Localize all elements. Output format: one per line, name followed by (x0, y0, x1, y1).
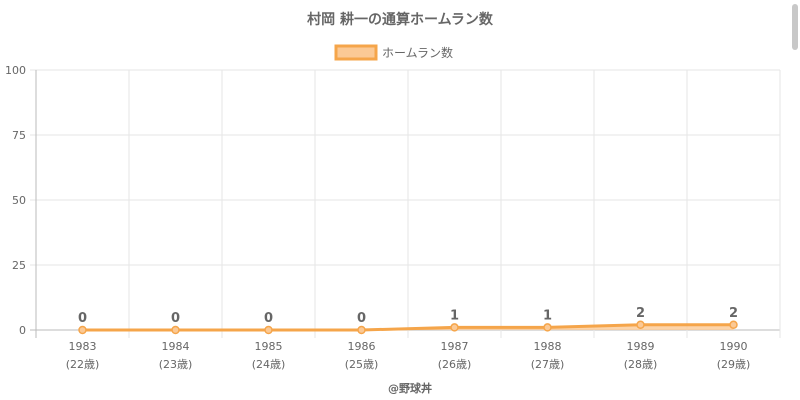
data-label: 1 (543, 308, 552, 323)
data-point (264, 325, 273, 335)
data-point (729, 320, 738, 330)
x-tick-label: 1987 (441, 340, 469, 353)
data-point (636, 320, 645, 330)
data-point (450, 323, 459, 332)
data-label: 0 (357, 311, 366, 326)
x-tick-label: 1985 (255, 340, 283, 353)
x-axis: 1983 (22歳) 1984 (23歳) 1985 (24歳) 1986 (25歳) 1987… (66, 340, 751, 371)
data-point (357, 325, 366, 335)
x-tick-sublabel: (22歳) (66, 358, 100, 371)
data-label: 2 (729, 306, 738, 321)
x-tick-sublabel: (25歳) (345, 358, 379, 371)
series-line (82, 323, 734, 332)
data-labels: 0 0 0 0 1 1 2 2 (78, 306, 738, 326)
y-tick-label: 0 (19, 324, 26, 337)
data-point (171, 325, 180, 335)
x-tick-sublabel: (28歳) (624, 358, 658, 371)
x-tick-sublabel: (29歳) (717, 358, 751, 371)
data-point (543, 323, 552, 332)
footer-credit: @野球丼 (388, 381, 432, 395)
legend[interactable]: ホームラン数 (334, 44, 453, 61)
x-tick-sublabel: (23歳) (159, 358, 193, 371)
x-tick-sublabel: (24歳) (252, 358, 286, 371)
legend-label: ホームラン数 (382, 45, 453, 60)
scrollbar[interactable] (792, 4, 798, 50)
y-axis: 0 25 50 75 100 (5, 64, 26, 337)
x-tick-label: 1989 (627, 340, 655, 353)
x-tick-sublabel: (27歳) (531, 358, 565, 371)
x-tick-label: 1984 (162, 340, 190, 353)
chart-title: 村岡 耕一の通算ホームラン数 (307, 11, 494, 28)
data-label: 0 (171, 311, 180, 326)
y-tick-label: 50 (12, 194, 26, 207)
x-tick-label: 1990 (720, 340, 748, 353)
y-tick-label: 25 (12, 259, 26, 272)
legend-swatch (334, 44, 378, 61)
data-label: 1 (450, 308, 459, 323)
y-tick-label: 75 (12, 129, 26, 142)
x-tick-label: 1988 (534, 340, 562, 353)
y-tick-label: 100 (5, 64, 26, 77)
data-point (78, 325, 87, 335)
grid (30, 69, 781, 338)
x-tick-label: 1983 (69, 340, 97, 353)
data-label: 2 (636, 306, 645, 321)
plot-area (78, 320, 738, 335)
x-tick-sublabel: (26歳) (438, 358, 472, 371)
data-label: 0 (264, 311, 273, 326)
data-label: 0 (78, 311, 87, 326)
series-area (82, 324, 734, 330)
x-tick-label: 1986 (348, 340, 376, 353)
